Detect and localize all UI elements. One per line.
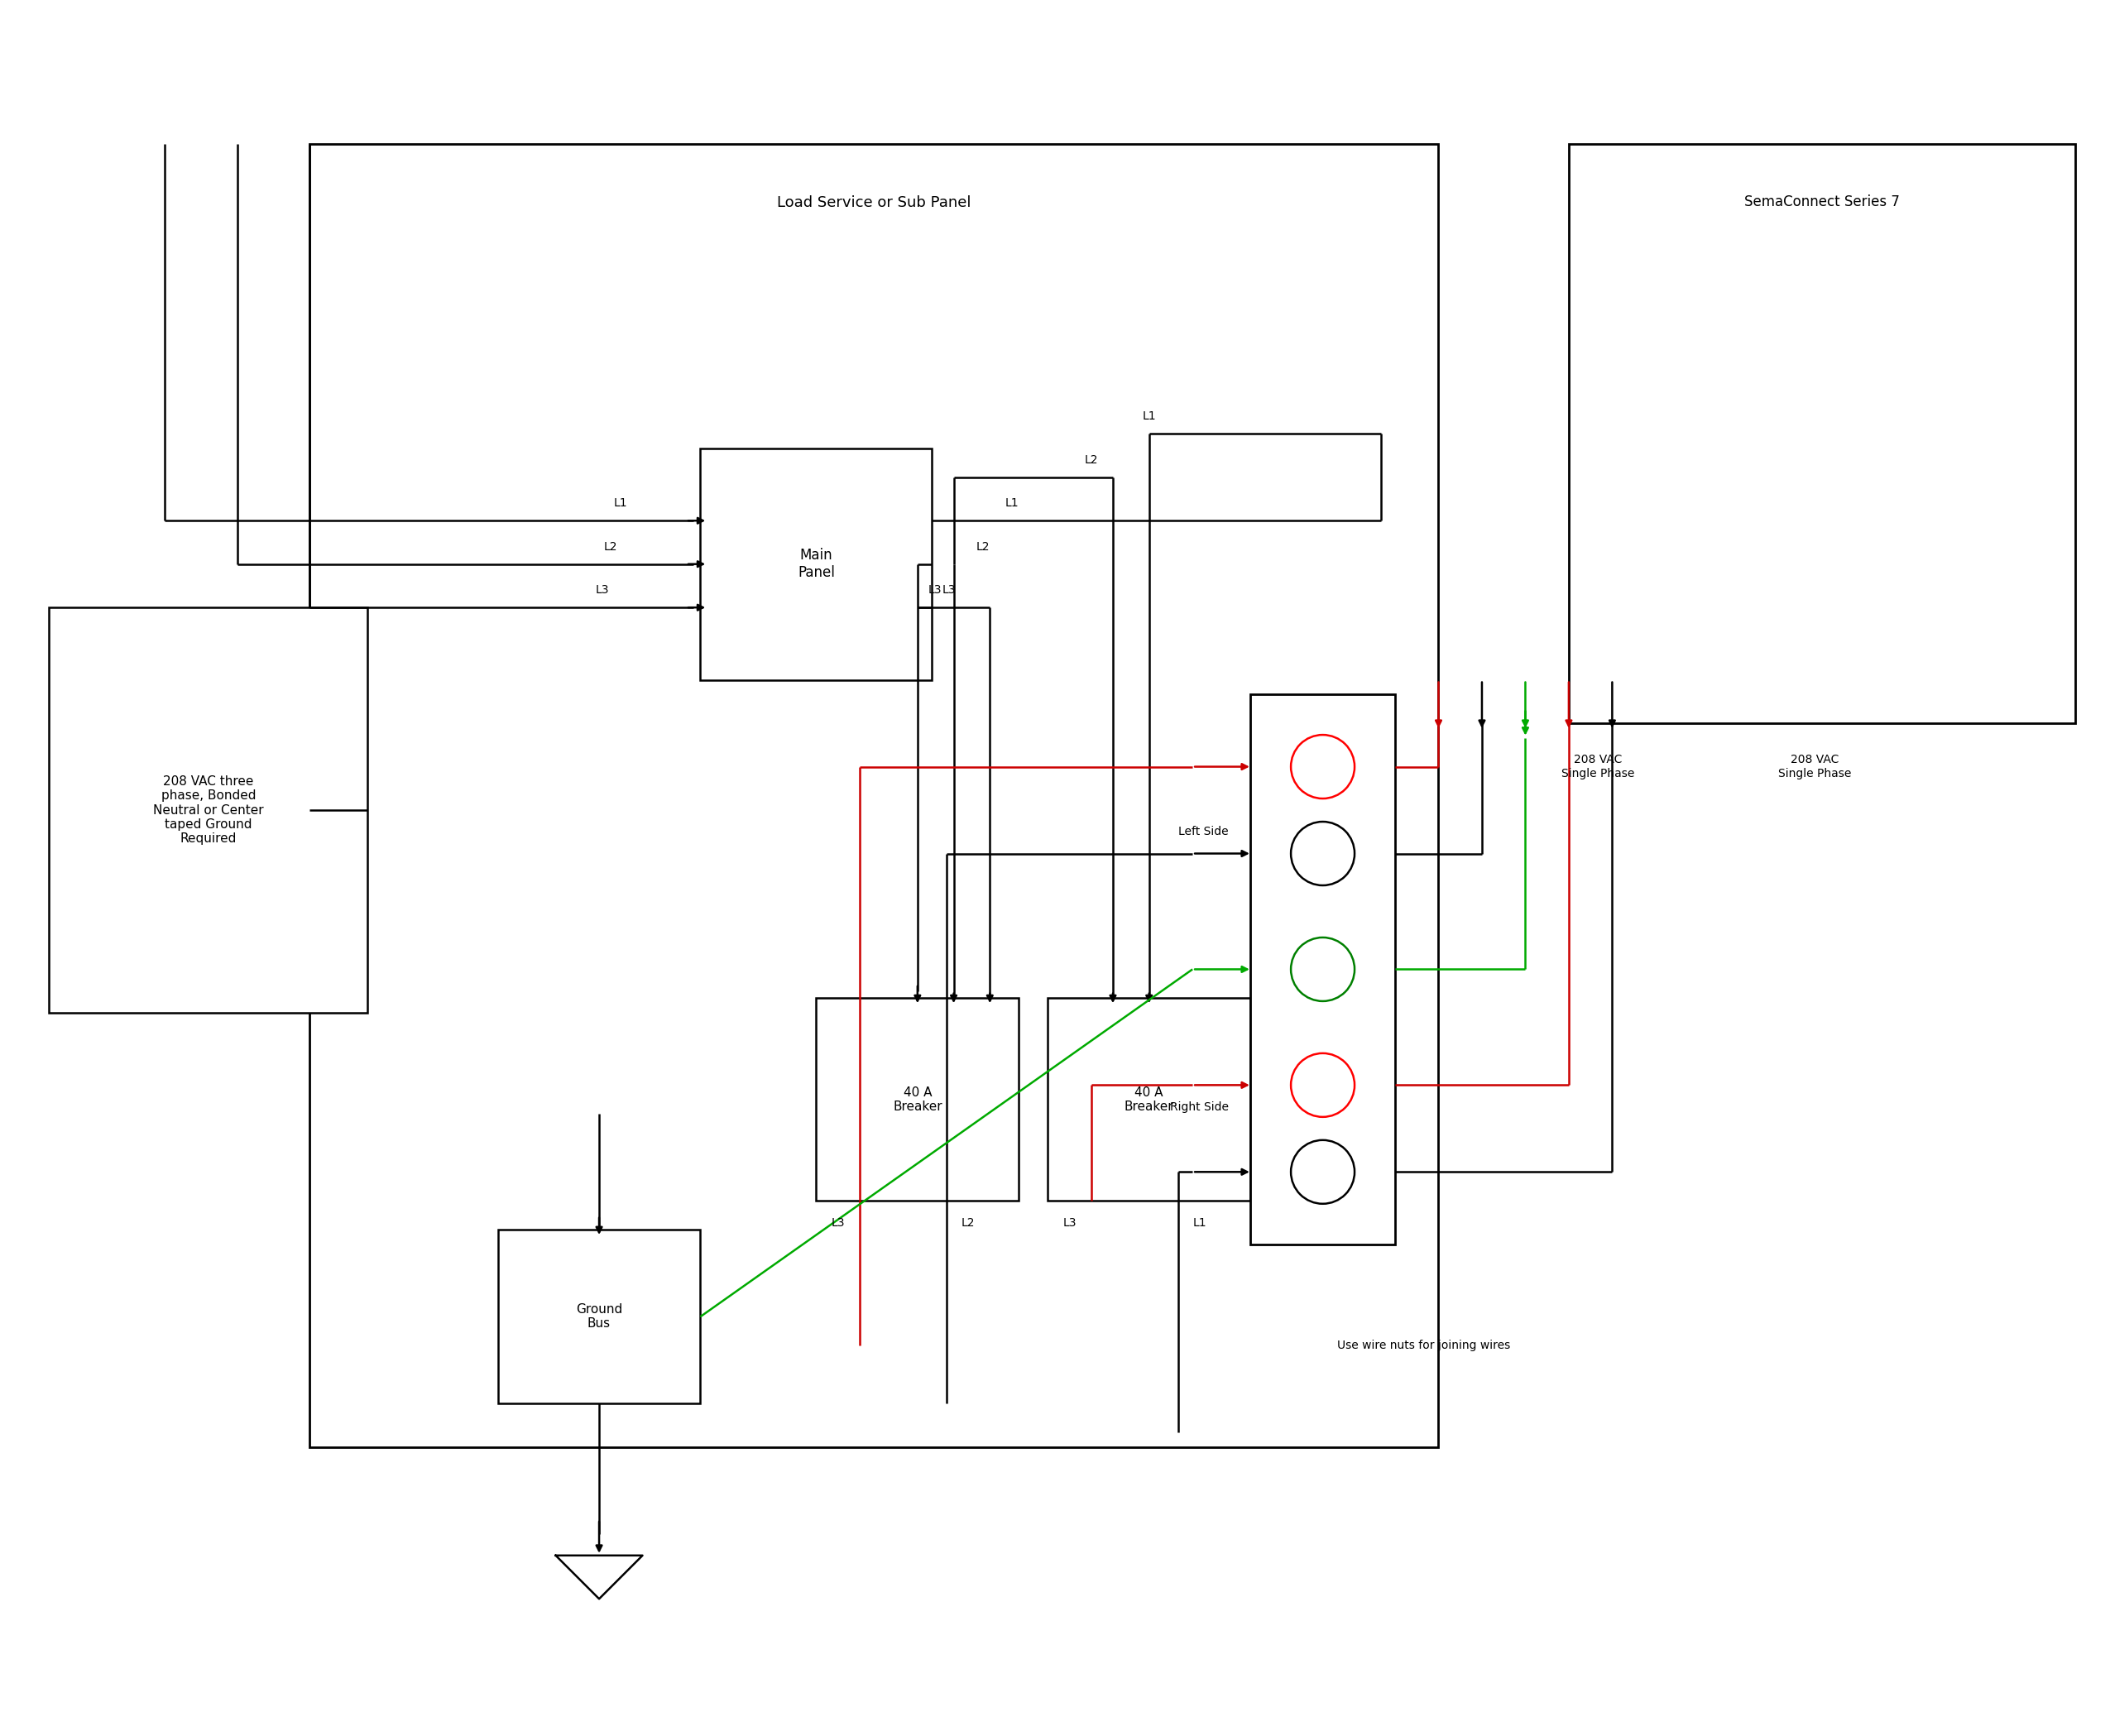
Text: L1: L1 bbox=[614, 498, 627, 509]
Text: L2: L2 bbox=[975, 542, 990, 552]
Text: 40 A
Breaker: 40 A Breaker bbox=[1125, 1087, 1173, 1113]
Text: Left Side: Left Side bbox=[1179, 826, 1228, 837]
Text: L1: L1 bbox=[1142, 411, 1156, 422]
Text: 208 VAC three
phase, Bonded
Neutral or Center
taped Ground
Required: 208 VAC three phase, Bonded Neutral or C… bbox=[154, 774, 264, 845]
Bar bbox=[498, 1229, 701, 1403]
Text: Load Service or Sub Panel: Load Service or Sub Panel bbox=[776, 194, 971, 210]
Text: L1: L1 bbox=[1192, 1217, 1207, 1229]
Text: Use wire nuts for joining wires: Use wire nuts for joining wires bbox=[1338, 1340, 1511, 1351]
Text: L3: L3 bbox=[595, 585, 610, 595]
Text: L3: L3 bbox=[1063, 1217, 1076, 1229]
Text: 40 A
Breaker: 40 A Breaker bbox=[893, 1087, 943, 1113]
Text: L2: L2 bbox=[603, 542, 618, 552]
Bar bbox=[1251, 694, 1395, 1245]
Circle shape bbox=[1291, 821, 1355, 885]
Bar bbox=[49, 608, 367, 1012]
Bar bbox=[1049, 998, 1251, 1201]
Text: L3: L3 bbox=[831, 1217, 844, 1229]
Circle shape bbox=[1291, 734, 1355, 799]
Text: 208 VAC
Single Phase: 208 VAC Single Phase bbox=[1779, 753, 1850, 779]
Text: L3: L3 bbox=[928, 585, 941, 595]
Text: Ground
Bus: Ground Bus bbox=[576, 1304, 622, 1330]
Circle shape bbox=[1291, 1141, 1355, 1203]
Bar bbox=[817, 998, 1019, 1201]
Circle shape bbox=[1291, 1054, 1355, 1116]
Circle shape bbox=[1291, 937, 1355, 1002]
Bar bbox=[701, 448, 933, 681]
Text: Main
Panel: Main Panel bbox=[798, 549, 836, 580]
Bar bbox=[1568, 144, 2076, 724]
Text: L1: L1 bbox=[1004, 498, 1019, 509]
Bar bbox=[310, 144, 1439, 1446]
Text: SemaConnect Series 7: SemaConnect Series 7 bbox=[1745, 194, 1899, 210]
Text: L3: L3 bbox=[943, 585, 956, 595]
Text: 208 VAC
Single Phase: 208 VAC Single Phase bbox=[1561, 753, 1635, 779]
Text: L2: L2 bbox=[962, 1217, 975, 1229]
Text: L2: L2 bbox=[1085, 455, 1097, 465]
Text: Right Side: Right Side bbox=[1169, 1101, 1228, 1113]
